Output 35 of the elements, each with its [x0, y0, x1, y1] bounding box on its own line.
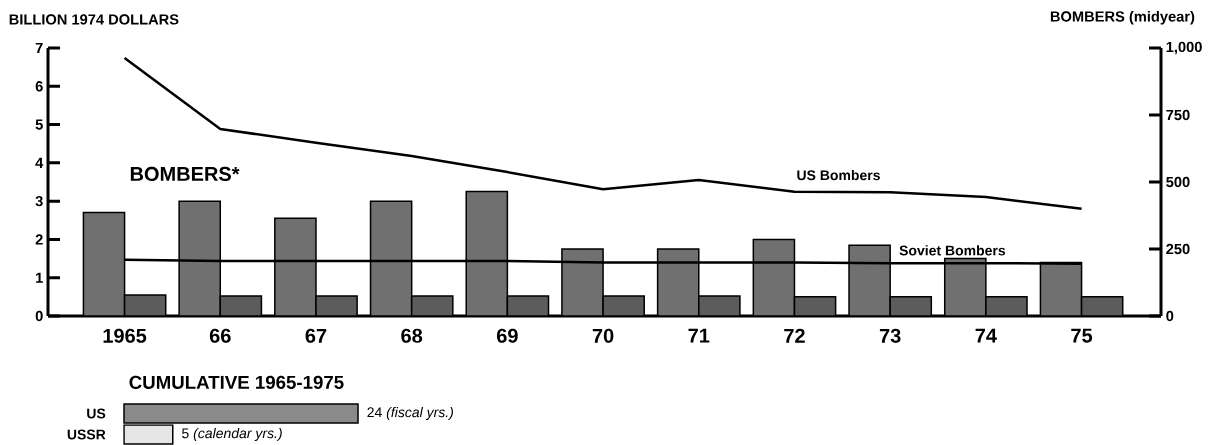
y-tick-label: 0	[35, 310, 43, 321]
y2-tick-label: 750	[1166, 109, 1190, 120]
data-label: 5 (calendar yrs.)	[182, 427, 282, 441]
x-tick-label: 67	[305, 328, 327, 343]
x-tick-label: 68	[401, 328, 423, 343]
y-axis-title: BILLION 1974 DOLLARS	[9, 14, 179, 25]
y-tick-label: 1	[36, 272, 43, 283]
x-tick-label: 69	[496, 328, 518, 343]
y-tick-label: 2	[35, 234, 43, 245]
series-label: Soviet Bombers	[899, 244, 1006, 256]
data-label: 24 (fiscal yrs.)	[367, 406, 453, 420]
y2-tick-label: 0	[1166, 310, 1174, 321]
x-tick-label: 1965	[103, 328, 147, 343]
x-tick-label: 73	[879, 328, 901, 343]
x-tick-label: 70	[592, 328, 614, 343]
y-tick-label: US	[87, 408, 106, 419]
y2-tick-label: 1,000	[1166, 41, 1202, 55]
y-tick-label: USSR	[67, 429, 106, 440]
x-tick-label: 75	[1071, 328, 1093, 343]
y2-tick-label: 250	[1166, 243, 1190, 254]
line-series	[123, 56, 1083, 210]
y2-tick-label: 500	[1166, 176, 1190, 187]
y2-axis-title: BOMBERS (midyear)	[1050, 10, 1195, 25]
y-tick-label: 3	[35, 195, 43, 207]
chart-title: CUMULATIVE 1965-1975	[129, 375, 344, 389]
text: BOMBERS*	[130, 166, 240, 181]
series-label: US Bombers	[797, 169, 880, 180]
y-tick-label: 6	[35, 80, 43, 92]
y-tick-label: 5	[35, 119, 43, 130]
x-tick-label: 74	[975, 328, 997, 343]
y-tick-label: 4	[35, 157, 44, 168]
x-tick-label: 72	[784, 328, 805, 343]
x-tick-label: 66	[209, 328, 231, 343]
x-tick-label: 71	[688, 328, 710, 343]
y-tick-label: 7	[35, 42, 43, 53]
